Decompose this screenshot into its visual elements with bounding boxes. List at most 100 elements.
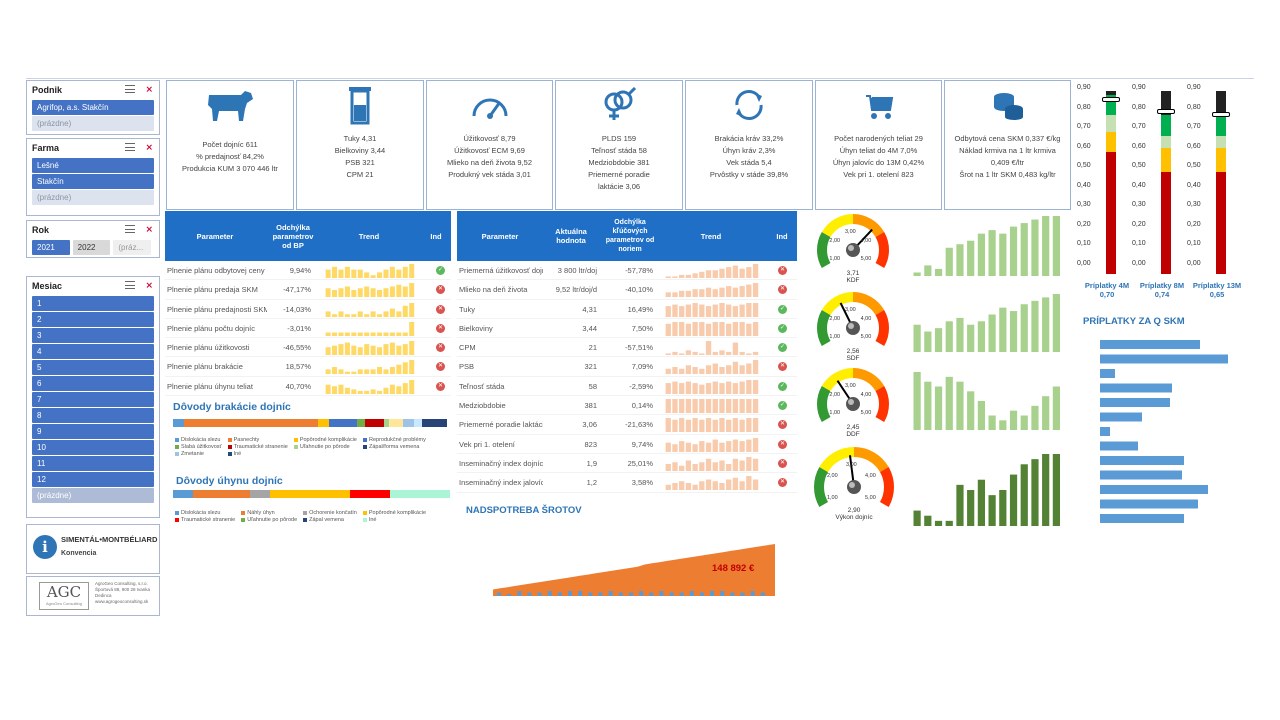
trend-bar xyxy=(409,379,415,394)
srot-bar xyxy=(760,592,765,596)
slicer-item[interactable]: (prázdne) xyxy=(32,190,154,205)
gauge-tick-label: 5,00 xyxy=(865,495,876,501)
speedometer-icon xyxy=(427,81,552,129)
legend-label: Traumatické stranenie xyxy=(181,517,236,523)
slicer-item[interactable]: Lešné xyxy=(32,158,154,173)
clear-filter-icon[interactable]: ⨯ xyxy=(145,84,153,94)
trend-bar xyxy=(672,352,678,356)
slicer-item[interactable]: 8 xyxy=(32,408,154,423)
gauge-trend-bar xyxy=(1009,474,1018,526)
trend-bar xyxy=(338,384,344,394)
slicer-item[interactable]: 10 xyxy=(32,440,154,455)
scale-label: 0,70 xyxy=(1077,123,1091,130)
gauge-band xyxy=(821,292,853,315)
clear-filter-icon[interactable]: ⨯ xyxy=(145,224,153,234)
slicer-item[interactable]: 2 xyxy=(32,312,154,327)
trend-bar xyxy=(402,332,408,336)
trend-sparkbars xyxy=(325,357,415,376)
srot-bar xyxy=(618,592,623,596)
gauge-label: Výkon dojníc xyxy=(835,514,873,521)
scale-label: 0,60 xyxy=(1077,142,1091,150)
deviation-value: -2,59% xyxy=(629,381,653,391)
trend-bar xyxy=(679,274,685,278)
trend-bar xyxy=(364,313,370,317)
logo-address: Dedinca xyxy=(95,593,112,598)
slicer-item[interactable]: 11 xyxy=(32,456,154,471)
slicer-item[interactable]: 1 xyxy=(32,296,154,311)
thermometer-bar xyxy=(1157,91,1175,274)
stacked-segment xyxy=(383,419,390,427)
multiselect-icon[interactable] xyxy=(125,143,135,151)
stacked-segment xyxy=(173,419,184,427)
thermometer-caption: Príplatky 13M 0,65 xyxy=(1187,281,1247,299)
gauge-trend-bar xyxy=(1052,454,1060,526)
slicer-item[interactable]: 2021 xyxy=(32,240,70,255)
bp-deviation-table: Parameter Odchýlka parametrov od BP Tren… xyxy=(165,211,451,397)
srot-bar xyxy=(689,591,694,596)
slicer-item[interactable]: (prázdne) xyxy=(32,488,154,503)
srot-value: 148 892 € xyxy=(712,563,755,574)
slicer-item[interactable]: (práz... xyxy=(113,240,152,255)
trend-bar xyxy=(351,313,357,317)
trend-bar xyxy=(719,302,725,317)
gauge-trend-bar xyxy=(924,331,932,352)
gauge-trend-bar xyxy=(967,490,975,526)
kpi-line: Počet dojníc 611 xyxy=(202,140,258,149)
trend-bar xyxy=(665,305,671,317)
stacked-segment xyxy=(403,419,415,427)
trend-bar xyxy=(732,265,739,278)
clear-filter-icon[interactable]: ⨯ xyxy=(145,142,153,152)
thermometer-1: 0,90 0,80 0,70 0,60 0,50 0,40 0,30 0,20 0,10 0,00… xyxy=(1077,84,1131,302)
slicer-item[interactable]: (prázdne) xyxy=(32,116,154,131)
gauge-trend-bar xyxy=(1020,464,1028,526)
gauge-label: DDF xyxy=(846,431,860,438)
legend-item: Reprodukčné problémy xyxy=(363,437,426,443)
gauge-trend-bar xyxy=(956,244,964,276)
check-icon: ✓ xyxy=(778,323,787,333)
cross-icon: ✕ xyxy=(436,285,445,295)
priplatky-bar xyxy=(1100,427,1110,436)
trend-sparkbars xyxy=(665,454,759,473)
slicer-item[interactable]: 4 xyxy=(32,344,154,359)
thermometer-band xyxy=(1161,147,1171,173)
gauge-band xyxy=(817,386,831,422)
gauge-trend-bar xyxy=(977,321,985,352)
trend-bar xyxy=(332,313,338,317)
trend-bar xyxy=(752,360,759,375)
trend-bar xyxy=(409,341,415,356)
slicer-item[interactable]: 12 xyxy=(32,472,154,487)
trend-bar xyxy=(752,458,759,471)
slicer-item[interactable]: Agrifop, a.s. Stakčín xyxy=(32,100,154,115)
trend-bar xyxy=(665,292,671,298)
trend-bar xyxy=(357,269,363,278)
trend-sparkbars xyxy=(665,261,759,280)
thermometer-band xyxy=(1106,152,1116,274)
multiselect-icon[interactable] xyxy=(125,225,135,233)
trend-bar xyxy=(389,384,395,394)
info-box: i SIMENTÁL•MONTBÉLIARD Konvencia xyxy=(26,524,160,574)
slicer-item[interactable]: 9 xyxy=(32,424,154,439)
multiselect-icon[interactable] xyxy=(125,85,135,93)
slicer-item[interactable]: 2022 xyxy=(72,240,111,255)
trend-bar xyxy=(705,323,712,336)
table-row: Mlieko na deň života 9,52 ltr/doj/d -40,10… xyxy=(457,280,797,300)
scale-label: 0,50 xyxy=(1077,162,1091,169)
trend-bar xyxy=(665,353,671,356)
thermometer-marker xyxy=(1212,111,1230,117)
multiselect-icon[interactable] xyxy=(125,281,135,289)
trend-bar xyxy=(739,304,745,317)
legend-swatch xyxy=(175,510,179,515)
slicer-item[interactable]: 5 xyxy=(32,360,154,375)
cross-icon: ✕ xyxy=(436,381,445,391)
stacked-segment xyxy=(364,419,384,427)
clear-filter-icon[interactable]: ⨯ xyxy=(145,280,153,290)
table-row: Plnenie plánu brakácie 18,57% ✕ xyxy=(165,357,451,377)
param-name: Tuky xyxy=(459,304,475,314)
slicer-item[interactable]: 7 xyxy=(32,392,154,407)
slicer-item[interactable]: Stakčín xyxy=(32,174,154,189)
slicer-item[interactable]: 3 xyxy=(32,328,154,343)
trend-bar xyxy=(732,305,739,317)
slicer-item[interactable]: 6 xyxy=(32,376,154,391)
kpi-line: Medziobdobie 381 xyxy=(588,158,650,167)
param-name: Plnenie plánu odbytovej ceny xyxy=(167,266,265,275)
